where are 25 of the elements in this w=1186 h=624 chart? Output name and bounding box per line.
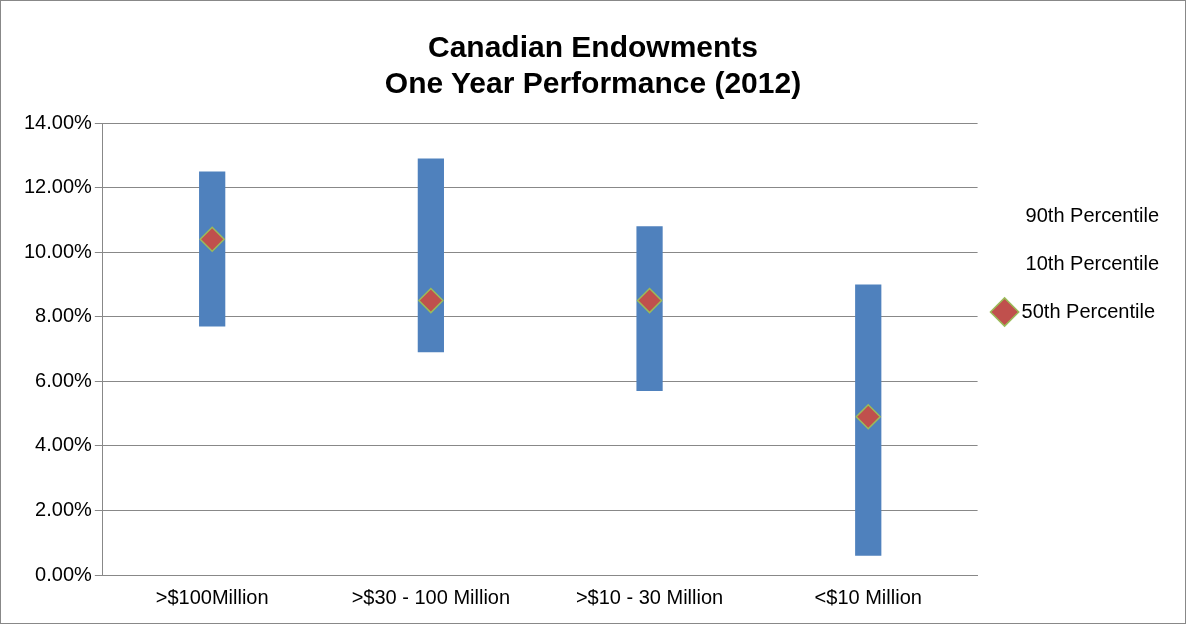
point: [855, 404, 881, 430]
y-tick-label: 0.00%: [35, 562, 93, 585]
y-tick-label: 2.00%: [35, 497, 93, 520]
text: 10th Percentile: [1025, 251, 1159, 274]
y-tick-label: 6.00%: [35, 368, 93, 391]
x-tick-label: >$100Million: [155, 585, 269, 608]
bar: [417, 158, 444, 353]
y-tick-label: 10.00%: [23, 239, 93, 262]
text: Canadian Endowments: [427, 30, 759, 64]
text: One Year Performance (2012): [384, 66, 802, 100]
x-tick-label: >$30 - 100 Million: [351, 585, 511, 608]
x-tick-label: >$10 - 30 Million: [575, 585, 724, 608]
y-tick-label: 14.00%: [23, 110, 93, 133]
y-tick-label: 4.00%: [35, 433, 93, 456]
text: 90th Percentile: [1025, 203, 1159, 226]
legend-label: 50th Percentile: [1021, 299, 1155, 322]
y-tick-label: 8.00%: [35, 304, 93, 327]
point: [636, 287, 663, 314]
point: [199, 226, 225, 252]
bar: [199, 171, 226, 327]
x-tick-label: <$10 Million: [814, 585, 922, 608]
point: [418, 287, 444, 314]
bar: [855, 284, 882, 556]
y-tick-label: 12.00%: [23, 175, 93, 198]
bar: [636, 226, 663, 391]
